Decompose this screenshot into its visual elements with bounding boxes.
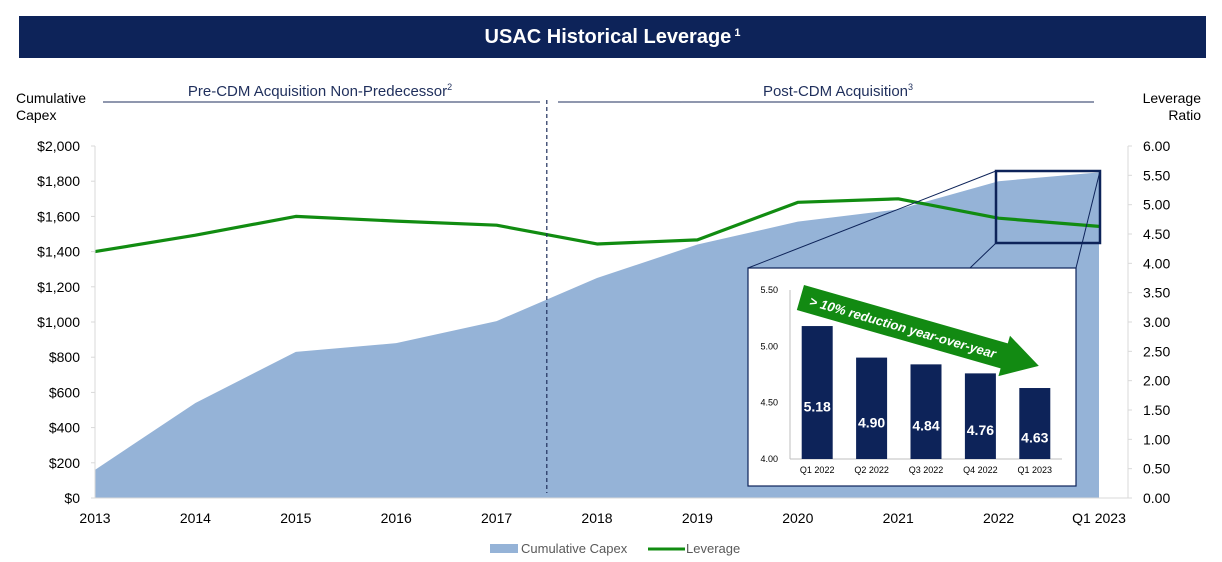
left-axis-title: Capex (16, 107, 56, 123)
inset-chart: 4.00 4.50 5.00 5.50 5.18 Q1 2022 4.90 Q2 2022 4.… (747, 169, 1102, 487)
legend-label-leverage: Leverage (686, 541, 740, 556)
x-tick-label: Q1 2023 (1072, 510, 1126, 526)
right-axis-title: Leverage (1143, 90, 1202, 106)
inset-category-label: Q1 2023 (1018, 465, 1053, 475)
inset-bar-label: 4.63 (1021, 430, 1048, 446)
inset-bar (910, 364, 942, 459)
inset-tick-label: 5.50 (760, 285, 778, 295)
section-label-pre: Pre-CDM Acquisition Non-Predecessor2 (188, 82, 452, 100)
leverage-line-layer (94, 197, 1100, 254)
right-tick-label: 1.00 (1143, 431, 1170, 447)
inset-bar-label: 5.18 (804, 399, 831, 415)
chart-title: USAC Historical Leverage (484, 25, 732, 48)
right-tick-label: 1.50 (1143, 402, 1170, 418)
section-label-post: Post-CDM Acquisition3 (763, 82, 913, 100)
inset-tick-label: 4.50 (760, 398, 778, 408)
right-tick-label: 3.50 (1143, 285, 1170, 301)
x-tick-label: 2016 (381, 510, 412, 526)
section-headers: Pre-CDM Acquisition Non-Predecessor2 Post… (103, 82, 1094, 103)
inset-category-label: Q4 2022 (963, 465, 998, 475)
right-tick-label: 2.00 (1143, 373, 1170, 389)
x-tick-label: 2018 (581, 510, 612, 526)
left-tick-label: $600 (49, 384, 80, 400)
x-tick-label: 2014 (180, 510, 211, 526)
right-tick-label: 6.00 (1143, 138, 1170, 154)
left-tick-label: $0 (64, 490, 80, 506)
zoom-connector (969, 242, 997, 269)
right-tick-label: 0.00 (1143, 490, 1170, 506)
x-tick-label: 2015 (280, 510, 311, 526)
chart-title-footnote: 1 (734, 27, 741, 39)
inset-bar-label: 4.90 (858, 414, 885, 430)
inset-category-label: Q2 2022 (854, 465, 889, 475)
inset-bar (1019, 388, 1051, 459)
right-tick-label: 0.50 (1143, 461, 1170, 477)
x-tick-label: 2017 (481, 510, 512, 526)
left-tick-label: $200 (49, 455, 80, 471)
legend: Cumulative Capex Leverage (490, 541, 740, 556)
inset-bar (964, 373, 996, 459)
left-tick-label: $1,800 (37, 173, 80, 189)
inset-tick-label: 5.00 (760, 341, 778, 351)
inset-bar (856, 357, 888, 459)
inset-category-label: Q1 2022 (800, 465, 835, 475)
x-tick-label: 2020 (782, 510, 813, 526)
left-tick-label: $800 (49, 349, 80, 365)
zoom-connector (747, 170, 997, 269)
inset-bar-label: 4.84 (912, 418, 939, 434)
inset-category-label: Q3 2022 (909, 465, 944, 475)
section-footnote-pre: 2 (447, 82, 452, 92)
inset-tick-label: 4.00 (760, 454, 778, 464)
left-tick-label: $1,600 (37, 208, 80, 224)
right-axis-title: Ratio (1168, 107, 1201, 123)
left-tick-label: $2,000 (37, 138, 80, 154)
zoom-highlight-box (994, 169, 1102, 245)
chart-title-banner: USAC Historical Leverage 1 (19, 16, 1206, 58)
right-tick-label: 2.50 (1143, 343, 1170, 359)
inset-bar-label: 4.76 (967, 422, 994, 438)
left-tick-label: $400 (49, 420, 80, 436)
right-tick-label: 4.50 (1143, 226, 1170, 242)
legend-swatch-capex (490, 544, 518, 553)
zoom-connector (1075, 170, 1101, 269)
left-axis-title: Cumulative (16, 90, 86, 106)
right-tick-label: 5.00 (1143, 197, 1170, 213)
x-tick-label: 2013 (79, 510, 110, 526)
x-tick-label: 2022 (983, 510, 1014, 526)
leverage-line (94, 197, 1100, 254)
x-tick-label: 2021 (883, 510, 914, 526)
axes-layer: $0 $200 $400 $600 $800 $1,000 $1,200 $1,400 $1,6… (16, 90, 1201, 526)
inset-bar (801, 326, 833, 459)
right-tick-label: 5.50 (1143, 167, 1170, 183)
left-tick-label: $1,000 (37, 314, 80, 330)
right-tick-label: 3.00 (1143, 314, 1170, 330)
left-tick-label: $1,200 (37, 279, 80, 295)
left-tick-label: $1,400 (37, 244, 80, 260)
section-footnote-post: 3 (908, 82, 913, 92)
legend-label-capex: Cumulative Capex (521, 541, 628, 556)
reduction-arrow-shape (796, 285, 1039, 377)
right-tick-label: 4.00 (1143, 255, 1170, 271)
x-tick-label: 2019 (682, 510, 713, 526)
